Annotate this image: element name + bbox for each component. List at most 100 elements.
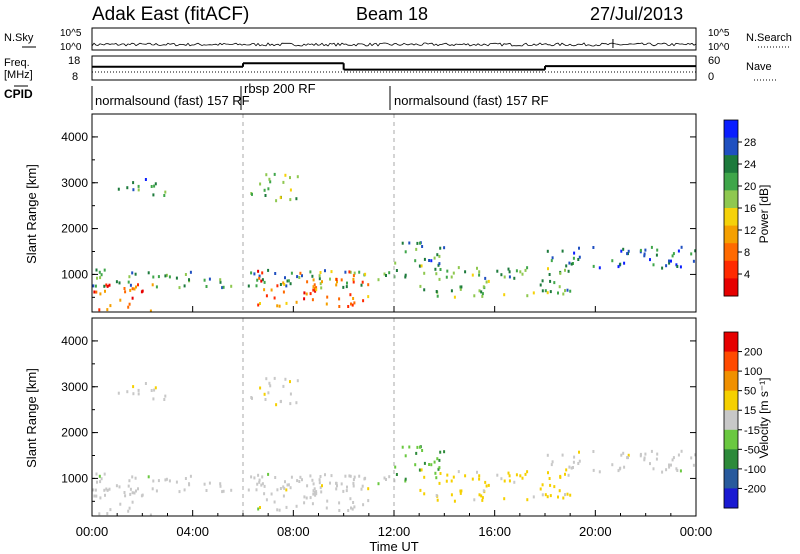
- power-point: [256, 278, 259, 282]
- power-point: [611, 259, 614, 263]
- velocity-point: [247, 488, 250, 492]
- power-point: [219, 278, 222, 282]
- velocity-point: [336, 484, 338, 488]
- power-point: [289, 176, 291, 180]
- power-point: [309, 292, 312, 296]
- power-point: [360, 283, 363, 287]
- velocity-point: [578, 459, 581, 463]
- power-point: [92, 284, 95, 288]
- power-point: [276, 284, 279, 288]
- velocity-point: [464, 474, 467, 478]
- power-point: [450, 275, 453, 279]
- power-point: [670, 259, 672, 263]
- velocity-point: [652, 467, 655, 471]
- power-point: [558, 285, 561, 289]
- power-point: [546, 249, 549, 253]
- power-point: [284, 276, 286, 280]
- power-point: [286, 279, 289, 283]
- power-point: [99, 292, 102, 296]
- velocity-point: [221, 490, 224, 494]
- freq-panel-frame: [91, 55, 697, 81]
- power-point: [153, 184, 156, 188]
- velocity-point: [478, 493, 481, 497]
- power-point: [661, 266, 664, 270]
- velocity-point: [275, 403, 278, 407]
- velocity-point: [487, 483, 490, 487]
- velocity-point: [155, 489, 158, 493]
- vel-cbar-swatch-2: [724, 371, 738, 392]
- velocity-point: [295, 504, 298, 508]
- velocity-point: [99, 496, 102, 500]
- velocity-point: [274, 476, 277, 479]
- velocity-point: [289, 486, 292, 490]
- power-point: [346, 281, 348, 285]
- power-point: [347, 305, 350, 308]
- velocity-point: [620, 453, 623, 457]
- power-point: [473, 294, 476, 298]
- power-point: [127, 305, 130, 309]
- vel-cbar-swatch-5: [724, 429, 738, 450]
- power-point: [358, 270, 361, 274]
- power-point: [592, 246, 595, 249]
- velocity-point: [282, 494, 285, 498]
- power-point: [93, 290, 96, 294]
- velocity-point: [541, 483, 544, 487]
- velocity-point: [127, 509, 130, 513]
- velocity-point: [649, 462, 651, 466]
- power-point: [128, 275, 131, 279]
- velocity-point: [265, 377, 268, 381]
- power-point: [622, 247, 625, 251]
- velocity-point: [547, 471, 549, 475]
- velocity-point: [303, 495, 306, 499]
- power-point: [416, 241, 419, 245]
- power-point: [314, 289, 317, 293]
- power-point: [255, 284, 258, 288]
- velocity-point: [96, 480, 98, 484]
- power-point: [438, 262, 441, 266]
- power-point: [690, 252, 693, 256]
- velocity-point: [131, 500, 134, 504]
- power-point: [319, 282, 322, 286]
- velocity-point: [541, 493, 544, 497]
- velocity-point: [258, 480, 261, 484]
- ytick-label-1: 3000: [61, 176, 88, 190]
- velocity-point: [559, 475, 562, 479]
- power-point: [672, 252, 675, 256]
- freq-tick-bottom: 8: [72, 71, 78, 83]
- power-point: [643, 254, 646, 258]
- power-point: [219, 280, 222, 284]
- power-point: [578, 246, 580, 250]
- velocity-point: [92, 488, 95, 492]
- velocity-point: [416, 445, 419, 449]
- velocity-point: [273, 500, 276, 504]
- velocity-point: [105, 487, 108, 491]
- velocity-point: [205, 489, 208, 492]
- velocity-point: [109, 508, 112, 512]
- velocity-point: [147, 475, 150, 479]
- velocity-point: [103, 472, 106, 476]
- velocity-point: [311, 502, 314, 506]
- velocity-point: [251, 396, 253, 400]
- power-point: [265, 294, 268, 298]
- velocity-point: [438, 458, 441, 462]
- power-point: [476, 266, 478, 270]
- power-point: [513, 276, 516, 280]
- power-point: [299, 271, 302, 275]
- power-point: [532, 291, 535, 295]
- velocity-point: [453, 499, 456, 503]
- velocity-point: [672, 456, 675, 460]
- vel-cbar-tick-label-0: 200: [744, 347, 762, 359]
- velocity-point: [611, 463, 614, 467]
- power-point: [260, 279, 263, 283]
- power-point: [564, 268, 566, 272]
- velocity-point: [183, 488, 186, 492]
- velocity-point: [694, 453, 697, 457]
- noise-tick-right-bottom: 10^0: [708, 42, 730, 53]
- velocity-point: [115, 484, 118, 488]
- velocity-point: [163, 398, 166, 401]
- vel-cbar-swatch-7: [724, 468, 738, 489]
- velocity-point: [549, 483, 552, 487]
- power-point: [478, 289, 481, 293]
- power-point: [572, 256, 575, 260]
- power-point: [521, 272, 524, 276]
